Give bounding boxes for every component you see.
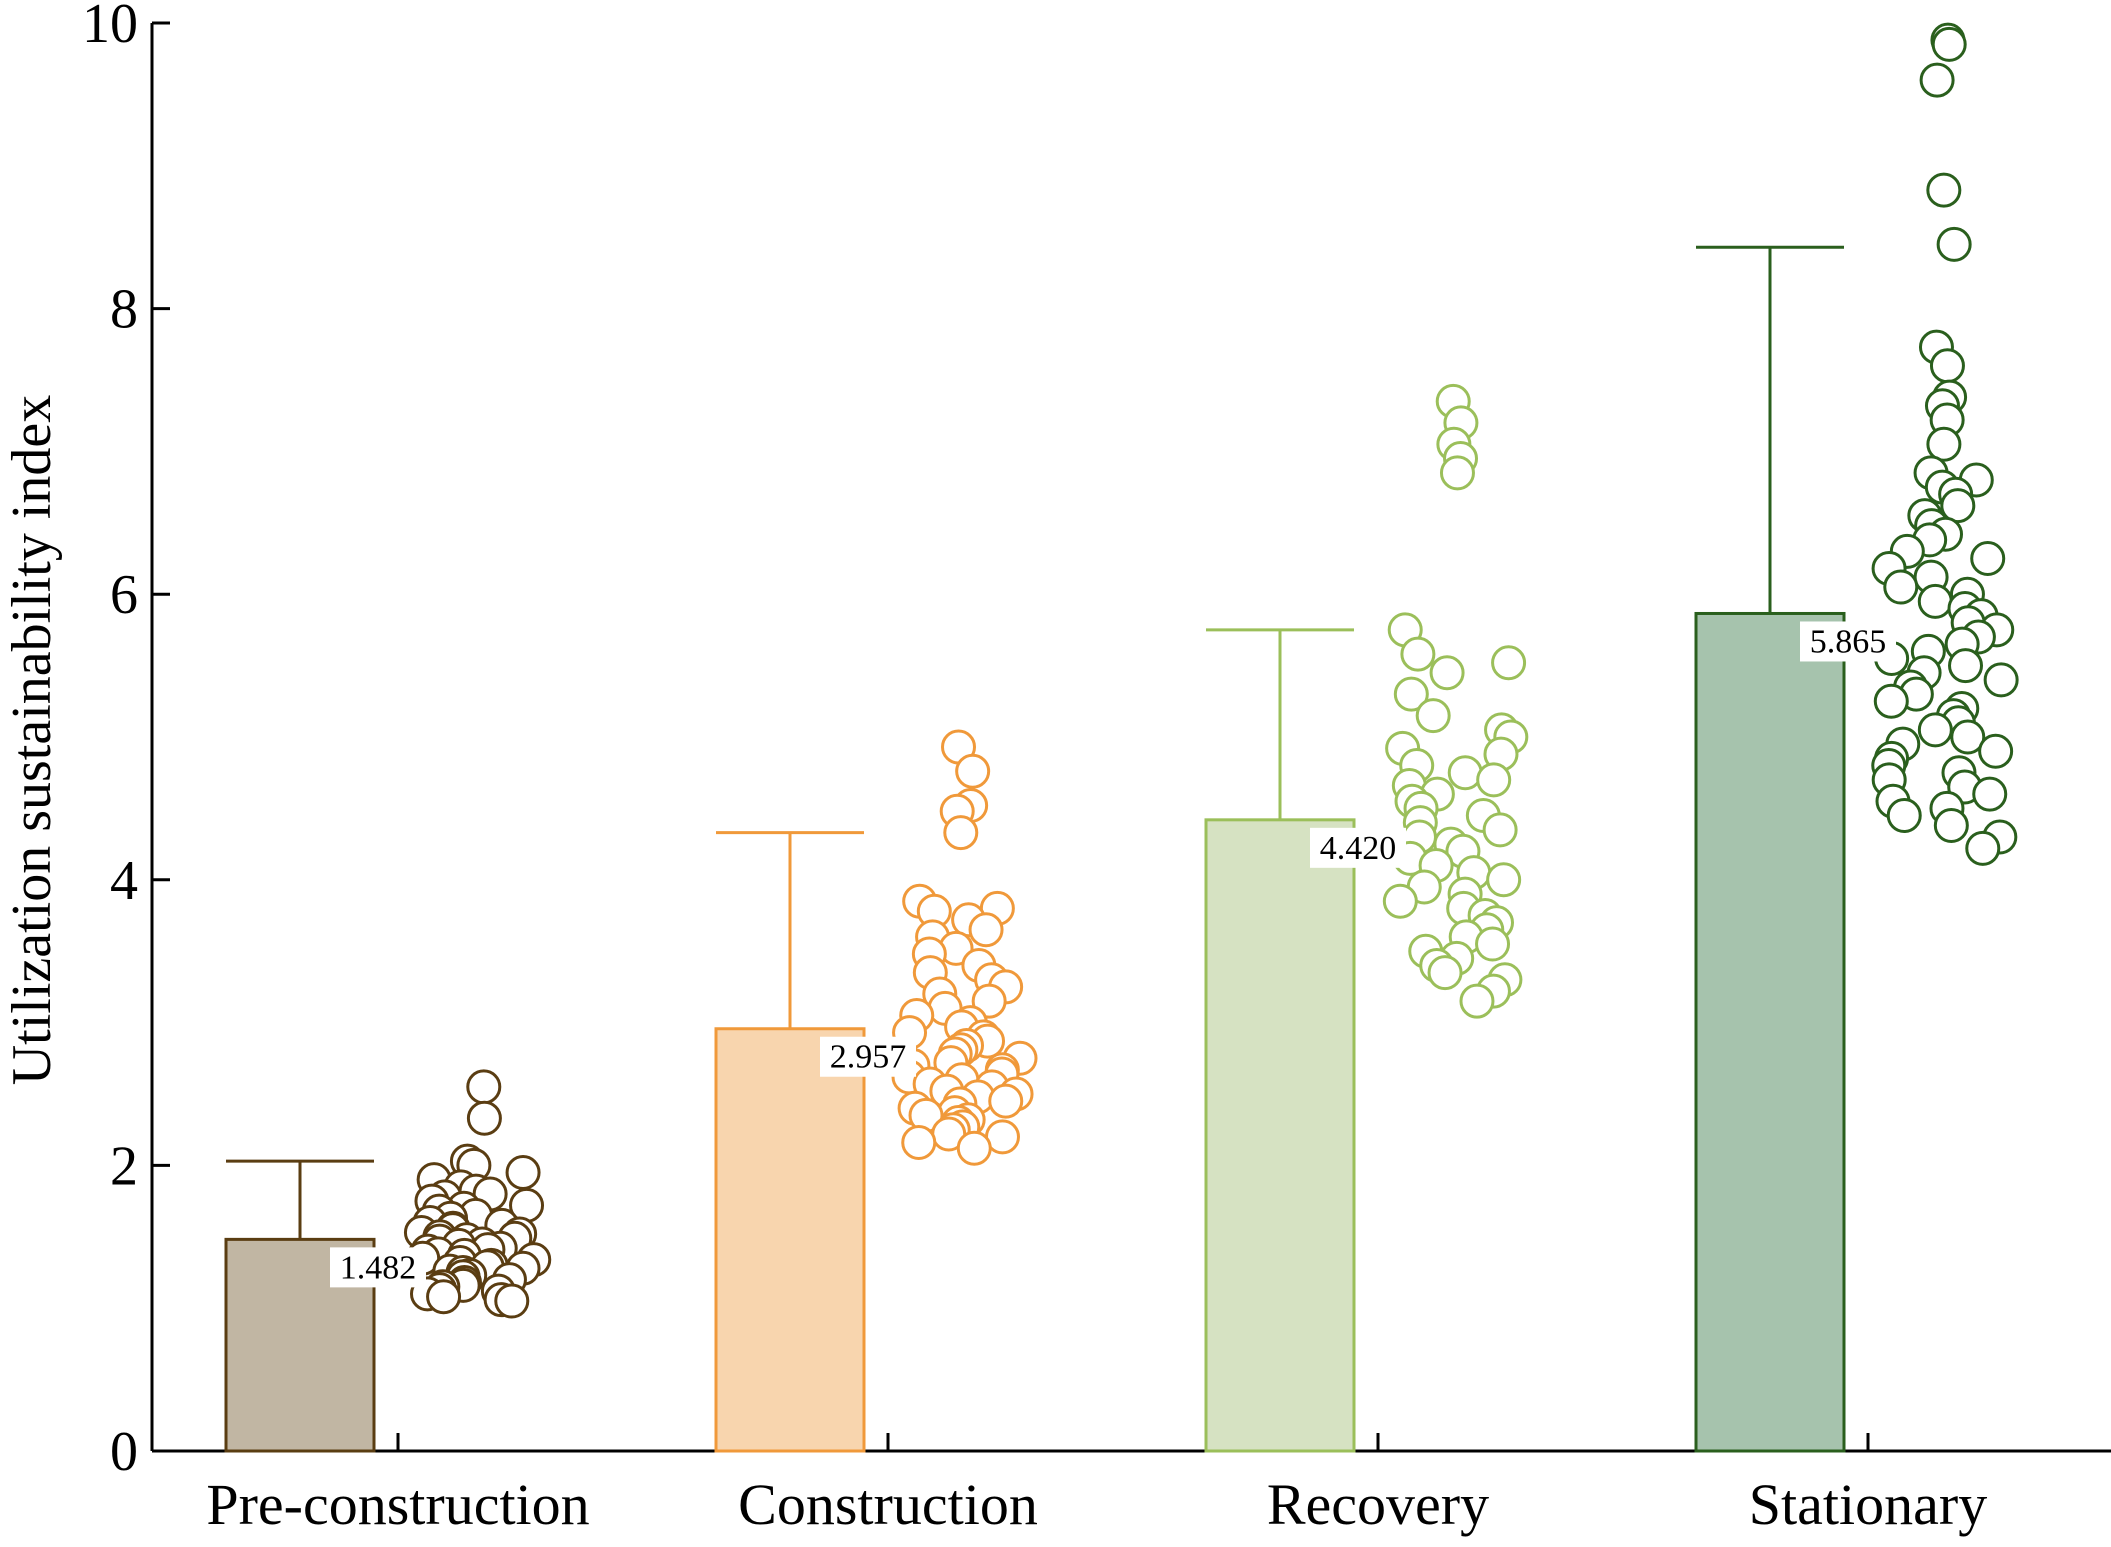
points-group bbox=[403, 22, 2019, 1319]
value-label: 1.482 bbox=[340, 1249, 417, 1286]
bar bbox=[714, 1027, 866, 1453]
data-point bbox=[505, 1155, 541, 1191]
axes-group: 0 2 4 6 8 10 Pre-construction Construction Recov… bbox=[82, 0, 2111, 1537]
data-point bbox=[466, 1069, 502, 1105]
value-label-background bbox=[820, 1036, 916, 1077]
y-tick-label: 0 bbox=[110, 1421, 138, 1483]
data-point bbox=[1983, 662, 2019, 698]
data-point bbox=[1970, 541, 2006, 576]
data-point bbox=[1475, 926, 1511, 962]
data-point bbox=[1933, 808, 1969, 844]
bars-group bbox=[224, 611, 1846, 1453]
data-point bbox=[1886, 798, 1922, 834]
data-point bbox=[956, 1130, 992, 1166]
data-point bbox=[968, 912, 1004, 948]
value-labels-group: 1.482 2.957 4.420 5.865 bbox=[330, 621, 1896, 1288]
data-point bbox=[1948, 648, 1984, 684]
data-point bbox=[1965, 830, 2001, 866]
data-point bbox=[1382, 883, 1418, 919]
data-point bbox=[1482, 812, 1518, 848]
value-label: 4.420 bbox=[1320, 830, 1397, 867]
data-point bbox=[1950, 719, 1986, 755]
y-tick-label: 2 bbox=[110, 1135, 138, 1197]
error-bars-group bbox=[226, 245, 1844, 1240]
data-point bbox=[901, 1125, 937, 1161]
bar bbox=[1694, 611, 1846, 1453]
data-point bbox=[1491, 645, 1527, 681]
data-point bbox=[1400, 636, 1436, 672]
data-point bbox=[1873, 683, 1909, 719]
data-point bbox=[1917, 712, 1953, 748]
data-point bbox=[1919, 62, 1955, 98]
data-point bbox=[1936, 226, 1972, 262]
data-point bbox=[1486, 862, 1522, 898]
data-point bbox=[1429, 655, 1465, 691]
data-point bbox=[943, 815, 979, 851]
x-category-label: Stationary bbox=[1749, 1472, 1987, 1537]
value-label: 5.865 bbox=[1810, 623, 1887, 660]
y-tick-label: 6 bbox=[110, 564, 138, 626]
data-point bbox=[1883, 569, 1919, 605]
value-label-background bbox=[1310, 827, 1406, 868]
bar bbox=[1204, 818, 1356, 1453]
data-point bbox=[1917, 583, 1953, 619]
data-point bbox=[1926, 426, 1962, 462]
data-point bbox=[1447, 755, 1483, 791]
value-label-background bbox=[330, 1247, 426, 1288]
data-point bbox=[426, 1279, 462, 1315]
data-point bbox=[1978, 733, 2014, 769]
data-point bbox=[1972, 776, 2008, 812]
y-tick-label: 10 bbox=[82, 0, 138, 55]
y-tick-label: 8 bbox=[110, 279, 138, 341]
data-point bbox=[494, 1283, 530, 1319]
data-point bbox=[1940, 488, 1976, 524]
x-category-label: Recovery bbox=[1267, 1472, 1489, 1537]
data-point bbox=[1459, 983, 1495, 1019]
data-point bbox=[955, 753, 991, 789]
data-point bbox=[466, 1100, 502, 1136]
value-label-background bbox=[1800, 621, 1896, 662]
value-label: 2.957 bbox=[830, 1039, 907, 1076]
y-tick-label: 4 bbox=[110, 850, 138, 912]
data-point bbox=[1393, 676, 1429, 712]
data-point bbox=[1415, 698, 1451, 734]
data-point bbox=[1926, 172, 1962, 208]
y-axis-title: Utilization sustainability index bbox=[1, 395, 63, 1086]
data-point bbox=[1439, 455, 1475, 491]
data-point bbox=[1929, 348, 1965, 384]
data-point bbox=[1427, 955, 1463, 991]
data-point bbox=[1931, 26, 1967, 62]
x-category-label: Construction bbox=[738, 1472, 1038, 1537]
data-point bbox=[1476, 762, 1512, 798]
data-point bbox=[988, 1083, 1024, 1119]
x-category-label: Pre-construction bbox=[206, 1472, 589, 1537]
